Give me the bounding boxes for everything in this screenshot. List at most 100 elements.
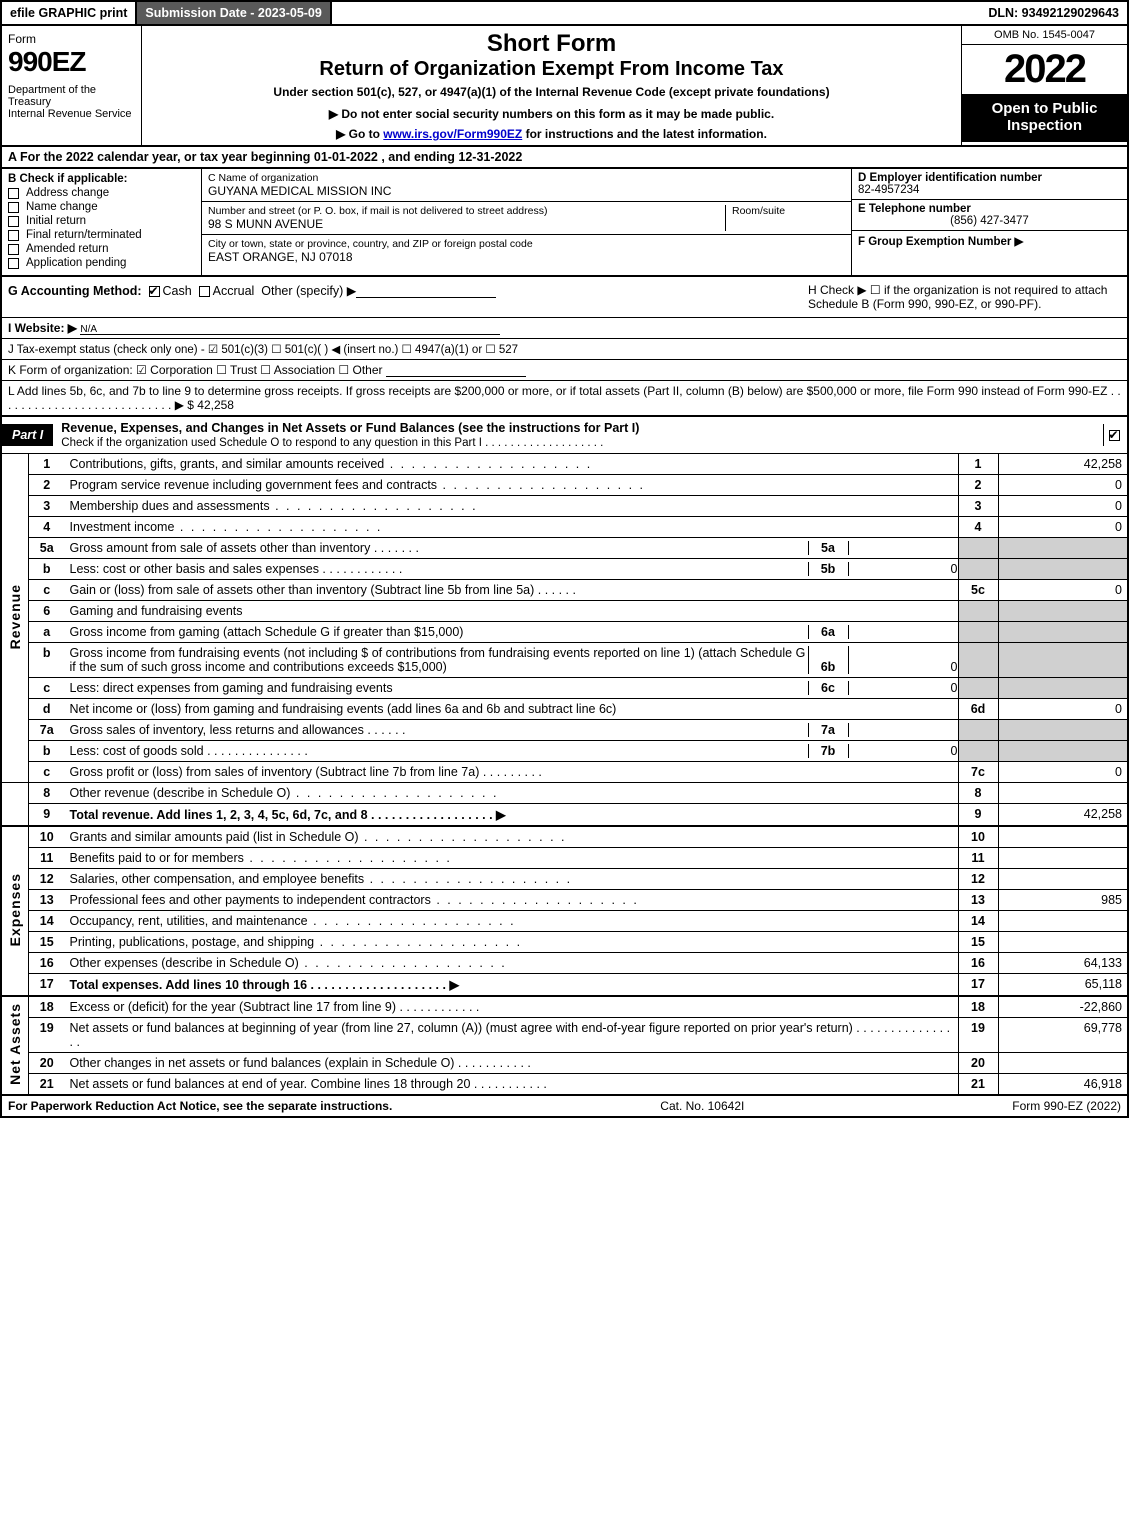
ein-label: D Employer identification number [858, 172, 1121, 184]
line-19: 19Net assets or fund balances at beginni… [1, 1018, 1128, 1053]
line-13: 13Professional fees and other payments t… [1, 890, 1128, 911]
irs-link[interactable]: www.irs.gov/Form990EZ [383, 127, 522, 141]
org-city-label: City or town, state or province, country… [208, 238, 533, 250]
website-value: N/A [80, 324, 97, 335]
website-label: I Website: ▶ [8, 321, 77, 335]
row-l: L Add lines 5b, 6c, and 7b to line 9 to … [0, 381, 1129, 417]
row-k-text: K Form of organization: ☑ Corporation ☐ … [8, 363, 383, 377]
cb-initial-return[interactable]: Initial return [8, 215, 195, 227]
other-org-input[interactable] [386, 363, 526, 377]
cb-application-pending[interactable]: Application pending [8, 257, 195, 269]
line-5c: cGain or (loss) from sale of assets othe… [1, 580, 1128, 601]
section-def: D Employer identification number 82-4957… [852, 169, 1127, 275]
section-c: C Name of organization GUYANA MEDICAL MI… [202, 169, 852, 275]
row-l-value: 42,258 [197, 398, 234, 412]
section-e: E Telephone number (856) 427-3477 [852, 200, 1127, 231]
line-18: Net Assets 18Excess or (deficit) for the… [1, 996, 1128, 1018]
footer-left: For Paperwork Reduction Act Notice, see … [8, 1099, 392, 1113]
line-6: 6Gaming and fundraising events [1, 601, 1128, 622]
form-title-1: Short Form [150, 30, 953, 58]
line-1-value: 42,258 [998, 454, 1128, 475]
phone-value: (856) 427-3477 [858, 215, 1121, 227]
footer-center: Cat. No. 10642I [392, 1099, 1012, 1113]
line-6c: cLess: direct expenses from gaming and f… [1, 678, 1128, 699]
phone-label: E Telephone number [858, 203, 1121, 215]
section-b-label: B Check if applicable: [8, 173, 195, 185]
line-1: Revenue 1 Contributions, gifts, grants, … [1, 454, 1128, 475]
page-footer: For Paperwork Reduction Act Notice, see … [0, 1095, 1129, 1118]
goto-note: ▶ Go to www.irs.gov/Form990EZ for instru… [150, 127, 953, 141]
ein-value: 82-4957234 [858, 184, 1121, 196]
header-center: Short Form Return of Organization Exempt… [142, 26, 962, 145]
org-name-value: GUYANA MEDICAL MISSION INC [208, 184, 845, 198]
efile-label[interactable]: efile GRAPHIC print [2, 2, 137, 24]
revenue-label: Revenue [1, 454, 29, 783]
top-bar: efile GRAPHIC print Submission Date - 20… [0, 0, 1129, 26]
row-gh: G Accounting Method: Cash Accrual Other … [0, 275, 1129, 318]
form-header: Form 990EZ Department of the Treasury In… [0, 26, 1129, 147]
line-2: 2Program service revenue including gover… [1, 475, 1128, 496]
cb-accrual[interactable] [199, 286, 210, 297]
form-title-2: Return of Organization Exempt From Incom… [150, 58, 953, 81]
line-6d: dNet income or (loss) from gaming and fu… [1, 699, 1128, 720]
part-i-lines: Revenue 1 Contributions, gifts, grants, … [0, 454, 1129, 1095]
org-name-cell: C Name of organization GUYANA MEDICAL MI… [202, 169, 851, 202]
cb-final-return[interactable]: Final return/terminated [8, 229, 195, 241]
cb-address-change[interactable]: Address change [8, 187, 195, 199]
header-left: Form 990EZ Department of the Treasury In… [2, 26, 142, 145]
line-4: 4Investment income40 [1, 517, 1128, 538]
line-16: 16Other expenses (describe in Schedule O… [1, 953, 1128, 974]
part-i-title: Revenue, Expenses, and Changes in Net As… [53, 417, 1103, 453]
row-a-calendar-year: A For the 2022 calendar year, or tax yea… [0, 147, 1129, 169]
line-11: 11Benefits paid to or for members11 [1, 848, 1128, 869]
form-subtitle: Under section 501(c), 527, or 4947(a)(1)… [150, 85, 953, 99]
cb-amended-return[interactable]: Amended return [8, 243, 195, 255]
line-7c: cGross profit or (loss) from sales of in… [1, 762, 1128, 783]
org-street-cell: Number and street (or P. O. box, if mail… [202, 202, 851, 235]
section-d: D Employer identification number 82-4957… [852, 169, 1127, 200]
footer-right: Form 990-EZ (2022) [1012, 1099, 1121, 1113]
cb-cash[interactable] [149, 286, 160, 297]
dln: DLN: 93492129029643 [980, 2, 1127, 24]
open-public: Open to Public Inspection [962, 94, 1127, 142]
cb-name-change[interactable]: Name change [8, 201, 195, 213]
note2-pre: ▶ Go to [336, 127, 383, 141]
form-label: Form [8, 32, 135, 46]
ssn-note: ▶ Do not enter social security numbers o… [150, 107, 953, 121]
org-street-value: 98 S MUNN AVENUE [208, 217, 725, 231]
header-right: OMB No. 1545-0047 2022 Open to Public In… [962, 26, 1127, 145]
line-6b: bGross income from fundraising events (n… [1, 643, 1128, 678]
row-i: I Website: ▶ N/A [0, 318, 1129, 339]
line-17: 17Total expenses. Add lines 10 through 1… [1, 974, 1128, 997]
line-14: 14Occupancy, rent, utilities, and mainte… [1, 911, 1128, 932]
expenses-label: Expenses [1, 826, 29, 996]
line-5a: 5aGross amount from sale of assets other… [1, 538, 1128, 559]
row-l-text: L Add lines 5b, 6c, and 7b to line 9 to … [8, 384, 1121, 412]
tax-year: 2022 [962, 45, 1127, 94]
other-specify-input[interactable] [356, 284, 496, 298]
part-i-badge: Part I [2, 424, 53, 446]
line-10: Expenses 10Grants and similar amounts pa… [1, 826, 1128, 848]
row-g: G Accounting Method: Cash Accrual Other … [2, 277, 802, 317]
line-15: 15Printing, publications, postage, and s… [1, 932, 1128, 953]
org-street-label: Number and street (or P. O. box, if mail… [208, 205, 725, 217]
omb-number: OMB No. 1545-0047 [962, 26, 1127, 45]
form-number: 990EZ [8, 46, 135, 78]
part-i-checknote: Check if the organization used Schedule … [61, 437, 603, 449]
dept-label: Department of the Treasury Internal Reve… [8, 84, 135, 120]
submission-date: Submission Date - 2023-05-09 [137, 2, 331, 24]
line-3: 3Membership dues and assessments30 [1, 496, 1128, 517]
netassets-label: Net Assets [1, 996, 29, 1095]
part-i-header: Part I Revenue, Expenses, and Changes in… [0, 417, 1129, 454]
g-label: G Accounting Method: [8, 284, 142, 298]
line-7a: 7aGross sales of inventory, less returns… [1, 720, 1128, 741]
part-i-schedule-o-check[interactable] [1103, 424, 1127, 446]
line-5b: bLess: cost or other basis and sales exp… [1, 559, 1128, 580]
row-h: H Check ▶ ☐ if the organization is not r… [802, 277, 1127, 317]
group-exemption-label: F Group Exemption Number ▶ [858, 234, 1121, 248]
room-suite-label: Room/suite [725, 205, 845, 231]
line-8: 8Other revenue (describe in Schedule O)8 [1, 783, 1128, 804]
line-12: 12Salaries, other compensation, and empl… [1, 869, 1128, 890]
org-city-cell: City or town, state or province, country… [202, 235, 851, 275]
line-20: 20Other changes in net assets or fund ba… [1, 1053, 1128, 1074]
